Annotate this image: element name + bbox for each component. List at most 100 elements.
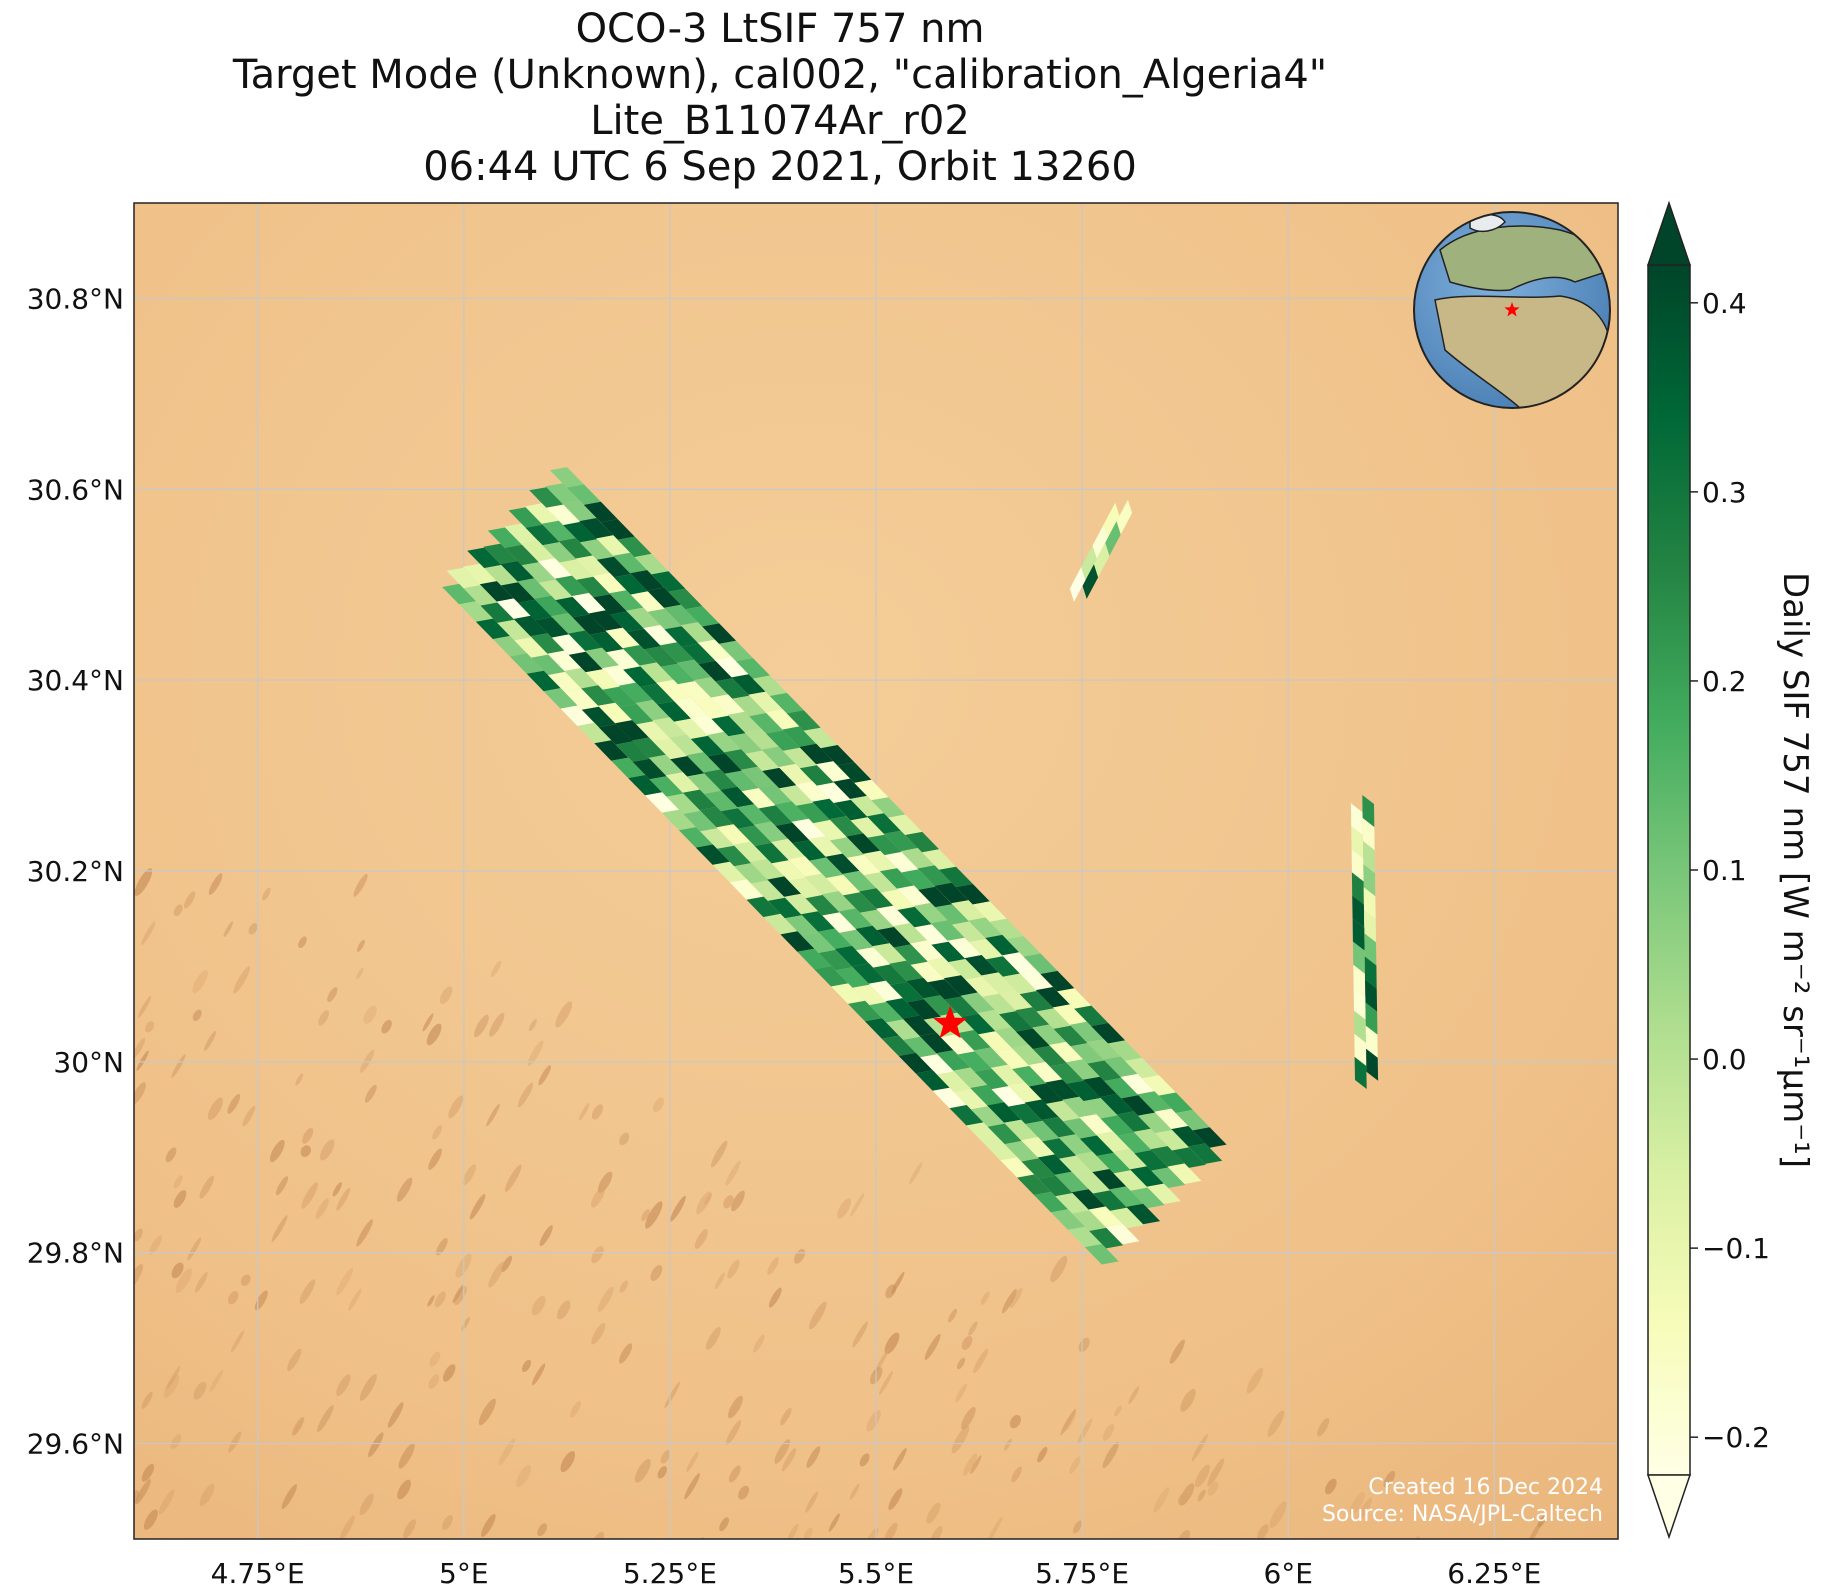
dune-mark	[719, 1517, 730, 1532]
sif-footprint	[685, 606, 720, 627]
sif-footprint	[1192, 1127, 1227, 1148]
colorbar-under-triangle	[1646, 1474, 1692, 1540]
sif-footprint	[837, 762, 872, 783]
sif-footprint	[1175, 1109, 1210, 1131]
colorbar-over-triangle	[1646, 200, 1692, 266]
sif-footprint	[1093, 1190, 1127, 1211]
sif-footprint	[833, 799, 868, 821]
dune-mark	[489, 1012, 505, 1037]
dune-mark	[317, 1404, 334, 1433]
dune-mark	[427, 1295, 435, 1307]
sif-footprint	[729, 879, 764, 900]
dune-mark	[339, 1515, 355, 1539]
dune-mark	[809, 1301, 827, 1330]
dune-mark	[501, 1255, 513, 1273]
sif-footprint	[786, 710, 821, 731]
sif-footprint	[797, 948, 832, 970]
sif-footprint	[978, 1031, 1013, 1052]
sif-footprint	[814, 966, 849, 987]
sif-footprint	[1091, 1023, 1126, 1044]
sif-footprint	[864, 1018, 899, 1039]
sif-footprint	[576, 576, 611, 598]
dune-mark	[866, 1527, 879, 1539]
dune-mark	[879, 1371, 893, 1395]
dune-mark	[774, 1439, 791, 1464]
dune-mark	[728, 1395, 743, 1419]
sif-footprint	[678, 827, 713, 848]
sif-footprint	[818, 949, 853, 971]
sif-footprint	[799, 743, 834, 765]
sif-footprint	[855, 925, 890, 947]
y-tick-label: 29.8°N	[27, 1237, 124, 1270]
sif-footprint	[647, 587, 681, 608]
dune-mark	[1072, 1520, 1083, 1534]
sif-footprint	[442, 583, 477, 605]
sif-footprint	[731, 674, 766, 695]
dune-mark	[134, 1037, 146, 1058]
dune-mark	[1009, 1287, 1023, 1309]
sif-footprint	[762, 767, 797, 789]
sif-footprint	[846, 854, 881, 876]
sif-footprint	[1096, 1131, 1131, 1152]
sif-footprint	[829, 837, 864, 858]
dune-mark	[653, 1097, 664, 1113]
x-axis-ticks: 4.75°E 5°E 5.25°E 5.5°E 5.75°E 6°E 6.25°E	[211, 1557, 1542, 1589]
sif-footprint	[1096, 1152, 1131, 1174]
sif-footprint	[636, 721, 671, 742]
dune-mark	[1114, 1405, 1122, 1417]
sif-footprint	[1071, 1189, 1106, 1210]
dune-mark	[227, 1093, 241, 1114]
sif-footprint	[647, 608, 682, 630]
dune-mark	[348, 1288, 362, 1311]
dune-mark	[538, 1065, 551, 1086]
sif-footprint	[717, 845, 752, 867]
sif-footprint	[829, 816, 864, 837]
dune-mark	[171, 1262, 184, 1279]
sif-footprint	[1133, 1128, 1168, 1150]
dune-mark	[134, 1228, 143, 1242]
sif-footprint	[497, 619, 532, 641]
sif-footprint	[656, 679, 691, 701]
dune-mark	[134, 1082, 146, 1105]
sif-footprint	[583, 501, 618, 523]
sif-footprint	[617, 536, 652, 558]
dune-mark	[175, 1268, 192, 1294]
dune-mark	[192, 970, 208, 994]
sif-footprint	[660, 663, 695, 685]
dune-mark	[145, 1021, 155, 1033]
colorbar: −0.2 −0.1 0.0 0.1 0.2 0.3 0.4 Daily SIF 757 nm…	[1646, 200, 1815, 1540]
sif-footprint	[868, 980, 903, 1002]
x-tick-label: 6.25°E	[1447, 1557, 1541, 1589]
sif-footprint	[1032, 1024, 1067, 1045]
dune-mark	[1001, 1288, 1017, 1314]
dune-mark	[318, 1010, 329, 1026]
sif-footprint	[681, 643, 716, 664]
target-star-icon	[933, 1005, 968, 1039]
dune-mark	[884, 1332, 900, 1355]
dune-mark	[281, 1484, 297, 1510]
sif-footprint	[1117, 1132, 1152, 1154]
sif-footprint	[492, 636, 527, 657]
sif-footprint	[913, 902, 948, 924]
sif-footprint	[1029, 1083, 1064, 1104]
dune-mark	[426, 1023, 442, 1046]
sif-footprint	[938, 866, 973, 888]
sif-footprint	[521, 562, 556, 583]
sif-footprint	[1040, 970, 1075, 992]
sif-footprint	[903, 1036, 938, 1058]
sif-footprint	[849, 795, 884, 817]
sif-footprint	[572, 614, 607, 635]
sif-footprint	[893, 944, 928, 965]
sif-footprint	[1353, 964, 1366, 997]
sif-footprint	[711, 715, 746, 737]
dune-mark	[136, 1050, 149, 1071]
dune-mark	[767, 1257, 779, 1275]
sif-footprint	[948, 959, 983, 980]
dune-mark	[591, 1322, 606, 1345]
sif-footprint	[596, 556, 631, 578]
sif-footprint	[509, 653, 544, 674]
sif-footprint	[749, 713, 784, 734]
sif-footprint	[1066, 1080, 1101, 1102]
sif-footprint	[780, 931, 815, 952]
sif-footprint	[900, 848, 935, 869]
